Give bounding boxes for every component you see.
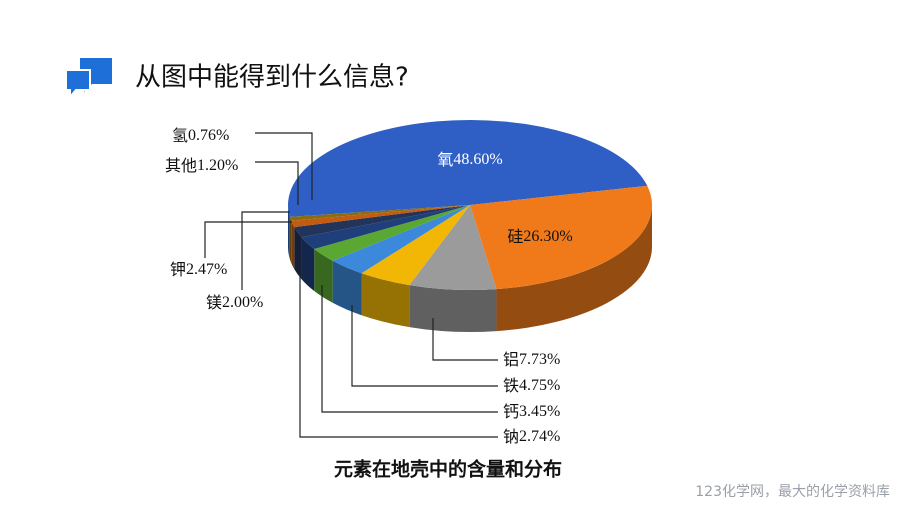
- data-label: 氧48.60%: [437, 150, 502, 169]
- leader-line: [432, 318, 498, 361]
- leader-line: [255, 132, 313, 200]
- leader-line: [299, 268, 498, 438]
- pie-side: [314, 248, 333, 303]
- pie-slice: [294, 205, 470, 238]
- pie-side: [496, 205, 652, 332]
- pie-side: [301, 237, 315, 291]
- label-value: 2.00%: [222, 294, 263, 311]
- label-value: 0.76%: [188, 127, 229, 144]
- label-value: 1.20%: [197, 157, 238, 174]
- data-label: 铁4.75%: [503, 376, 560, 395]
- label-category: 钾: [170, 260, 186, 279]
- pie-slice: [289, 205, 470, 221]
- label-category: 氧: [437, 150, 453, 169]
- label-category: 其他: [165, 156, 197, 175]
- data-label: 镁2.00%: [206, 293, 263, 312]
- leader-line: [351, 305, 498, 387]
- pie: 氧48.60%硅26.30%铝7.73%铁4.75%钙3.45%钠2.74%钾2…: [165, 119, 652, 446]
- data-label: 氢0.76%: [172, 126, 229, 145]
- label-category: 钠: [503, 427, 519, 446]
- label-category: 硅: [507, 227, 523, 246]
- data-label: 硅26.30%: [507, 227, 572, 246]
- label-value: 2.47%: [186, 261, 227, 278]
- label-category: 铁: [503, 376, 519, 395]
- pie-side: [361, 273, 410, 328]
- label-value: 7.73%: [519, 351, 560, 368]
- label-category: 氢: [172, 126, 188, 145]
- slide-title: 从图中能得到什么信息?: [135, 63, 409, 93]
- pie-side: [291, 220, 295, 270]
- label-category: 钙: [503, 402, 519, 421]
- data-label: 铝7.73%: [503, 350, 560, 369]
- data-label: 钠2.74%: [503, 427, 560, 446]
- pie-side: [294, 227, 302, 280]
- leader-line: [255, 161, 299, 205]
- chart-title: 元素在地壳中的含量和分布: [334, 458, 562, 481]
- pie-side: [332, 260, 362, 316]
- pie-side: [288, 205, 290, 259]
- pie-side: [289, 216, 292, 263]
- leader-line: [204, 221, 292, 258]
- pie-slice: [470, 185, 652, 290]
- label-value: 48.60%: [453, 151, 502, 168]
- label-value: 4.75%: [519, 377, 560, 394]
- data-label: 钙3.45%: [503, 402, 560, 421]
- label-value: 2.74%: [519, 428, 560, 445]
- pie-slice: [288, 119, 648, 217]
- leader-line: [321, 285, 498, 413]
- pie-side: [409, 285, 497, 332]
- label-value: 3.45%: [519, 403, 560, 420]
- pie-slice: [361, 205, 470, 286]
- data-label: 钾2.47%: [170, 260, 227, 279]
- header-icon: [65, 58, 112, 100]
- data-label: 其他1.20%: [165, 156, 238, 175]
- label-value: 26.30%: [523, 228, 572, 245]
- watermark: 123化学网，最大的化学资料库: [695, 484, 890, 500]
- label-category: 铝: [503, 350, 519, 369]
- pie-slice: [314, 205, 470, 261]
- label-category: 镁: [206, 293, 222, 312]
- pie-slice: [291, 205, 470, 228]
- pie-slice: [301, 205, 470, 249]
- pie-slice: [409, 205, 497, 290]
- pie-slice: [332, 205, 470, 274]
- leader-line: [241, 211, 290, 290]
